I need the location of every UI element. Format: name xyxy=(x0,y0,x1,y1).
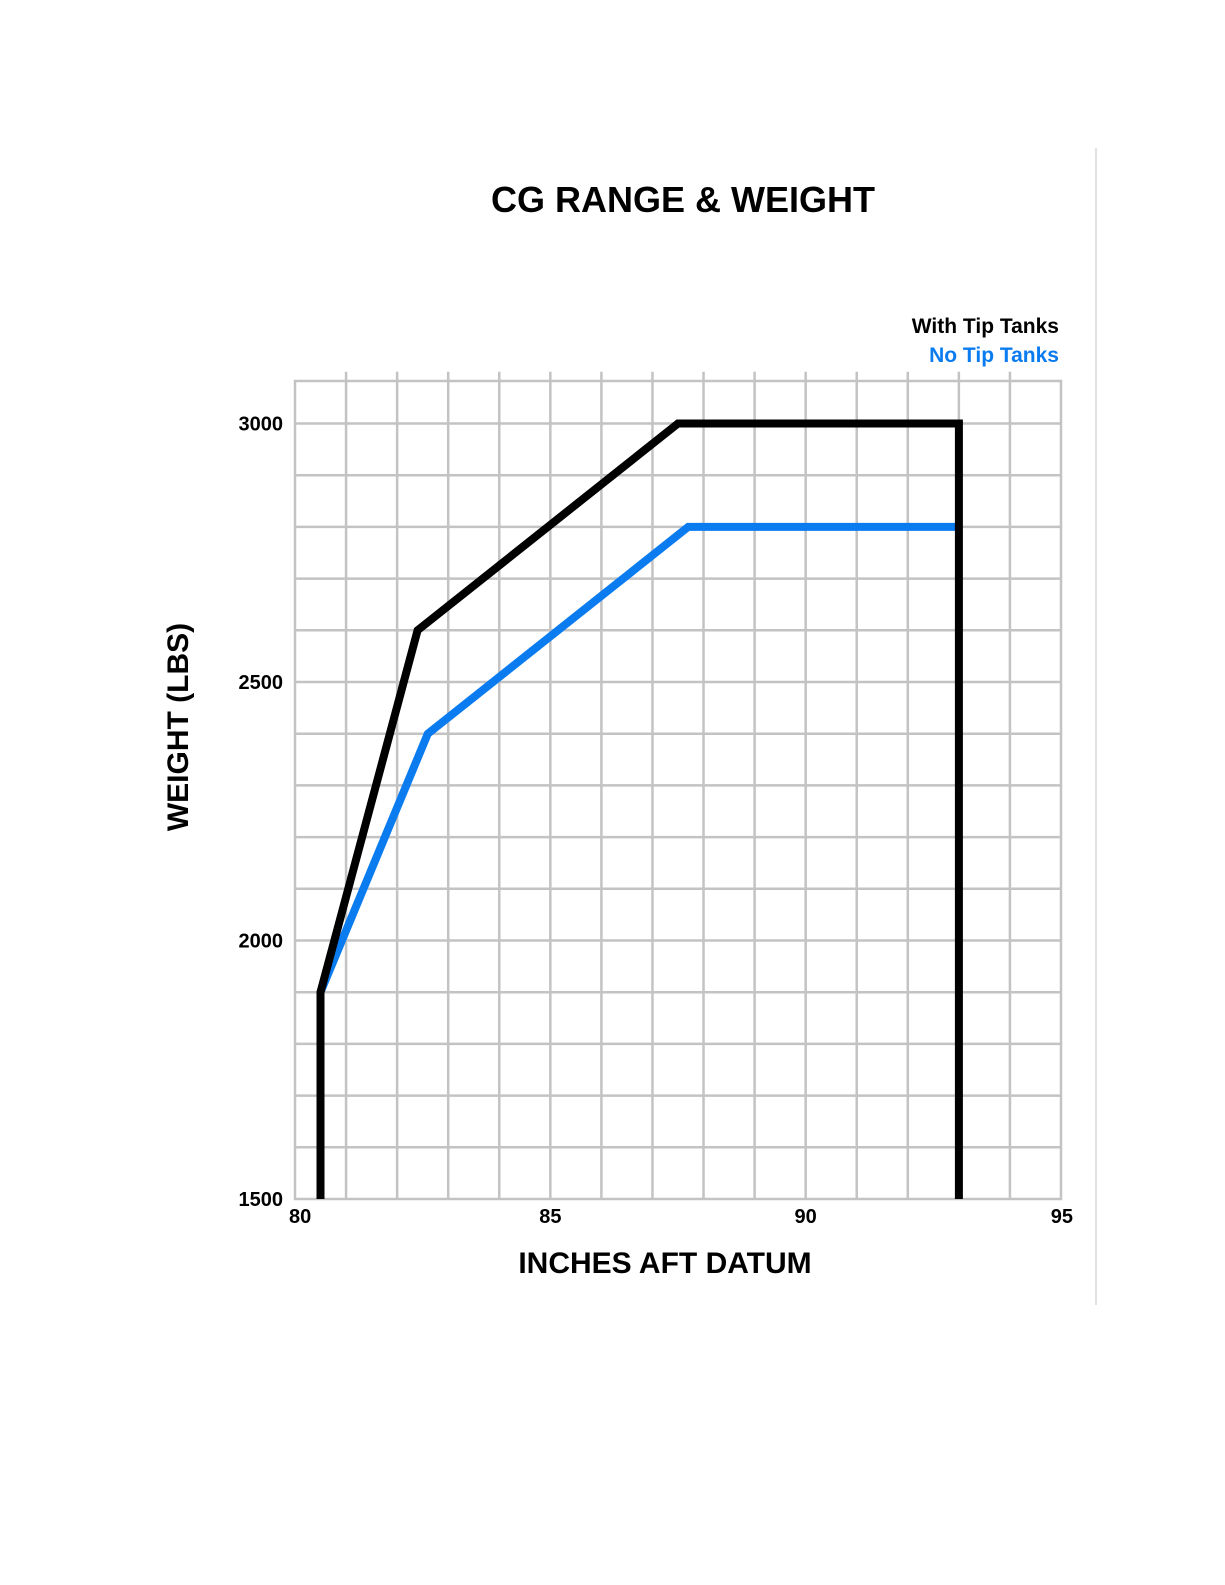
y-tick-label: 3000 xyxy=(239,414,284,436)
series-line-with-tip-tanks xyxy=(316,419,963,1199)
y-tick-label: 2000 xyxy=(239,931,284,953)
x-tick-label: 80 xyxy=(289,1206,311,1228)
y-axis-title: WEIGHT (LBS) xyxy=(162,623,195,831)
legend: With Tip Tanks No Tip Tanks xyxy=(912,315,1059,367)
y-tick-labels: 1500 2000 2500 3000 xyxy=(239,414,284,1212)
legend-item-no-tip-tanks: No Tip Tanks xyxy=(929,344,1059,367)
series-line-no-tip-tanks xyxy=(316,522,959,994)
series-layer xyxy=(316,419,963,1199)
x-axis-title: INCHES AFT DATUM xyxy=(518,1247,811,1280)
x-tick-labels: 80 85 90 95 xyxy=(289,1206,1073,1228)
y-tick-label: 1500 xyxy=(239,1189,284,1211)
x-tick-label: 95 xyxy=(1051,1206,1073,1228)
x-tick-label: 90 xyxy=(795,1206,817,1228)
x-tick-label: 85 xyxy=(539,1206,561,1228)
chart-title: CG RANGE & WEIGHT xyxy=(491,179,875,220)
legend-item-with-tip-tanks: With Tip Tanks xyxy=(912,315,1059,338)
plot-frame xyxy=(293,379,1063,1201)
y-tick-label: 2500 xyxy=(239,672,284,694)
